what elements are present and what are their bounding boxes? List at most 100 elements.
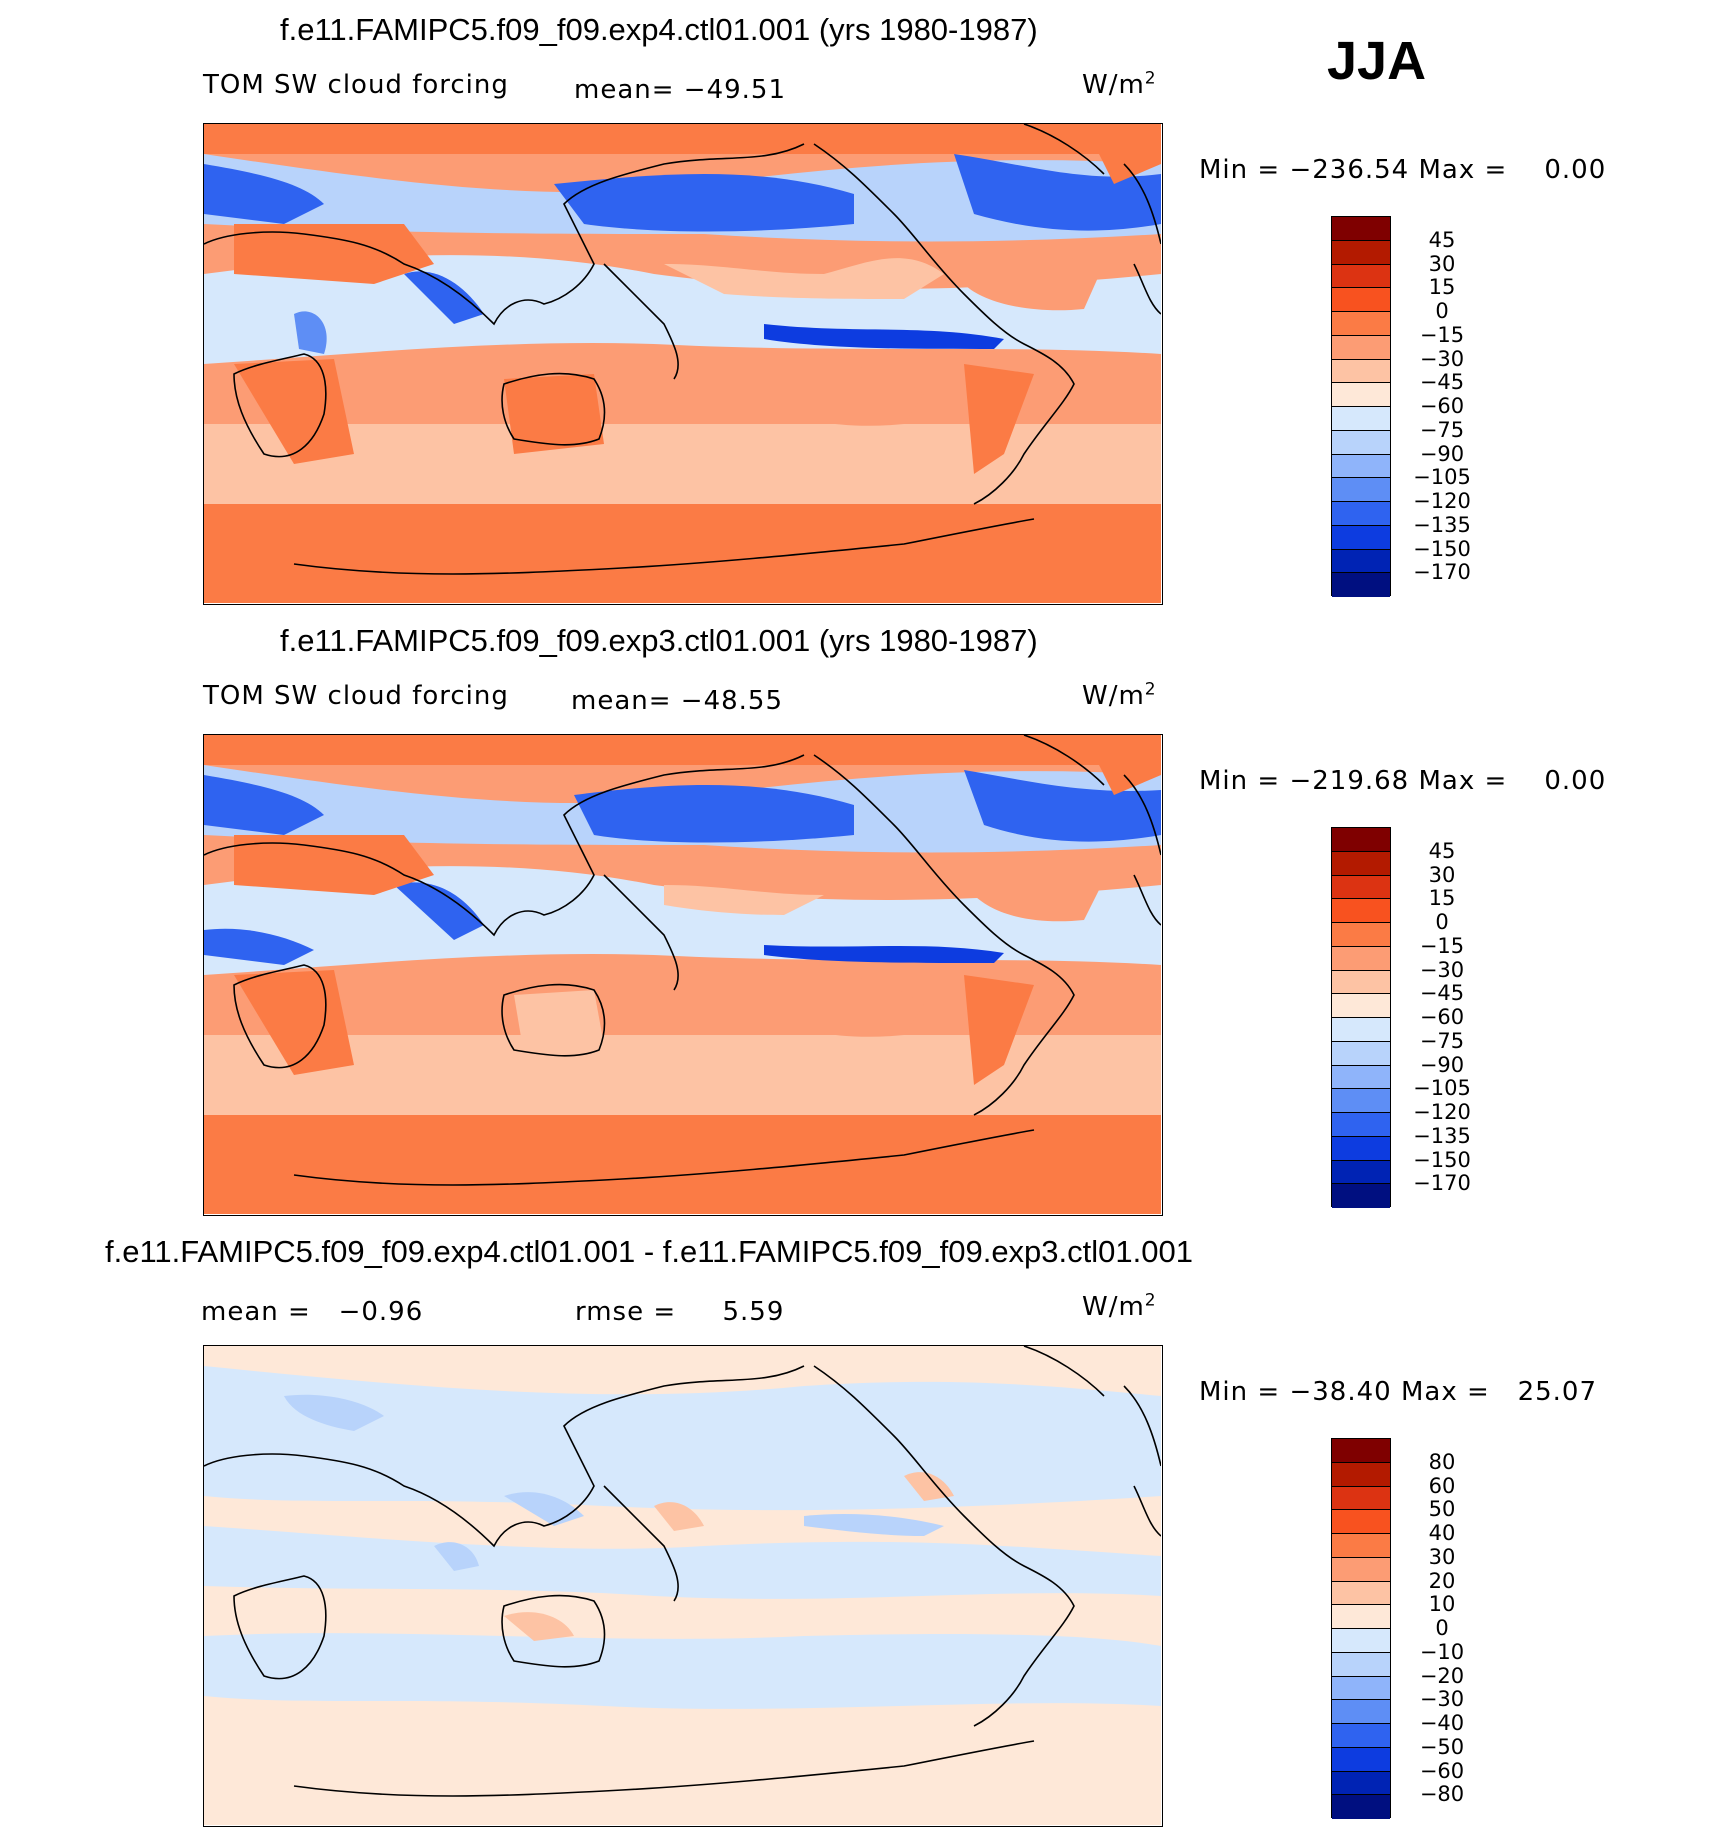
colorbar-swatch	[1332, 502, 1390, 526]
colorbar-swatch	[1332, 549, 1390, 574]
colorbar-swatch	[1332, 970, 1390, 995]
panel-1-mean-value: −49.51	[683, 75, 787, 105]
colorbar-swatch	[1332, 430, 1390, 455]
colorbar-swatch	[1332, 828, 1390, 852]
panel-1-mean: mean= −49.51	[574, 75, 786, 105]
panel-2-minmax: Min = −219.68 Max = 0.00	[1199, 766, 1607, 796]
colorbar-swatch	[1332, 407, 1390, 431]
colorbar-tick-label: 50	[1428, 1497, 1456, 1522]
colorbar-tick-label: −105	[1413, 1076, 1471, 1101]
colorbar-tick-label: −135	[1413, 1123, 1471, 1148]
colorbar-swatch	[1332, 525, 1390, 550]
panel-2-colorbar	[1331, 827, 1391, 1208]
panel-1-variable: TOM SW cloud forcing	[203, 70, 509, 100]
colorbar-tick-label: 30	[1428, 862, 1456, 887]
colorbar-swatch	[1332, 1462, 1390, 1487]
colorbar-swatch	[1332, 1136, 1390, 1161]
colorbar-swatch	[1332, 454, 1390, 479]
panel-3-rmse-label: rmse =	[575, 1297, 677, 1327]
colorbar-tick-label: 45	[1428, 838, 1456, 863]
panel-2-mean-label: mean=	[571, 686, 672, 716]
colorbar-swatch	[1332, 1041, 1390, 1066]
season-label: JJA	[1327, 31, 1427, 91]
colorbar-swatch	[1332, 1724, 1390, 1748]
colorbar-tick-label: 45	[1428, 227, 1456, 252]
colorbar-swatch	[1332, 1605, 1390, 1629]
colorbar-swatch	[1332, 1486, 1390, 1511]
colorbar-swatch	[1332, 1581, 1390, 1606]
panel-2-map	[203, 734, 1163, 1216]
colorbar-swatch	[1332, 383, 1390, 407]
panel-1-field	[204, 124, 1161, 603]
panel-3-mean-label: mean =	[201, 1297, 311, 1327]
colorbar-swatch	[1332, 1771, 1390, 1796]
colorbar-tick-label: −45	[1419, 981, 1465, 1006]
panel-2-mean: mean= −48.55	[571, 686, 783, 716]
panel-2-units: W/m2	[1082, 681, 1157, 711]
colorbar-tick-label: −80	[1419, 1782, 1465, 1807]
colorbar-tick-label: 0	[1435, 1616, 1449, 1640]
colorbar-swatch	[1332, 1184, 1390, 1208]
colorbar-swatch	[1332, 994, 1390, 1018]
colorbar-swatch	[1332, 359, 1390, 384]
panel-2-min-value: −219.68	[1289, 766, 1410, 796]
colorbar-tick-label: −150	[1413, 1147, 1471, 1172]
panel-1-units: W/m2	[1082, 70, 1157, 100]
panel-2-mean-value: −48.55	[680, 686, 784, 716]
colorbar-tick-label: −60	[1419, 1758, 1465, 1783]
colorbar-swatch	[1332, 1534, 1390, 1558]
panel-1-mean-label: mean=	[574, 75, 675, 105]
colorbar-swatch	[1332, 923, 1390, 947]
colorbar-tick-label: 0	[1435, 910, 1449, 934]
panel-3-minmax: Min = −38.40 Max = 25.07	[1199, 1377, 1597, 1407]
colorbar-swatch	[1332, 875, 1390, 900]
panel-1-units-text: W/m	[1082, 70, 1145, 100]
panel-3-map	[203, 1345, 1163, 1827]
colorbar-tick-label: 0	[1435, 299, 1449, 323]
colorbar-swatch	[1332, 1795, 1390, 1819]
colorbar-swatch	[1332, 312, 1390, 336]
panel-1-max-value: 0.00	[1544, 155, 1607, 185]
colorbar-swatch	[1332, 573, 1390, 597]
colorbar-tick-label: −150	[1413, 536, 1471, 561]
colorbar-swatch	[1332, 1439, 1390, 1463]
panel-2-min-label: Min	[1199, 766, 1249, 796]
panel-2-max-label: Max	[1418, 766, 1476, 796]
colorbar-tick-label: −105	[1413, 465, 1471, 490]
colorbar-tick-label: −30	[1419, 957, 1465, 982]
colorbar-tick-label: −40	[1419, 1711, 1465, 1735]
colorbar-swatch	[1332, 946, 1390, 971]
colorbar-tick-label: 10	[1428, 1592, 1456, 1617]
panel-1-min-value: −236.54	[1289, 155, 1410, 185]
panel-3-mean: mean = −0.96	[201, 1297, 423, 1327]
colorbar-tick-label: −135	[1413, 512, 1471, 537]
panel-3-rmse-value: 5.59	[722, 1297, 785, 1327]
colorbar-tick-label: 80	[1428, 1449, 1456, 1474]
colorbar-tick-label: −10	[1419, 1639, 1465, 1664]
panel-3-field	[204, 1346, 1161, 1825]
panel-2-max-value: 0.00	[1544, 766, 1607, 796]
colorbar-swatch	[1332, 851, 1390, 876]
colorbar-tick-label: −170	[1413, 1171, 1471, 1196]
panel-3-min-value: −38.40	[1289, 1377, 1392, 1407]
colorbar-swatch	[1332, 1676, 1390, 1701]
colorbar-tick-label: −15	[1419, 933, 1465, 958]
panel-1-title: f.e11.FAMIPC5.f09_f09.exp4.ctl01.001 (yr…	[280, 12, 1038, 47]
colorbar-tick-label: −75	[1419, 1028, 1465, 1053]
panel-1-min-label: Min	[1199, 155, 1249, 185]
panel-1-max-label: Max	[1418, 155, 1476, 185]
colorbar-swatch	[1332, 1652, 1390, 1677]
colorbar-swatch	[1332, 1065, 1390, 1090]
colorbar-tick-label: 15	[1428, 275, 1456, 300]
colorbar-swatch	[1332, 1700, 1390, 1724]
colorbar-tick-label: 20	[1428, 1568, 1456, 1593]
panel-1-minmax: Min = −236.54 Max = 0.00	[1199, 155, 1607, 185]
colorbar-swatch	[1332, 1629, 1390, 1653]
colorbar-tick-label: −30	[1419, 1687, 1465, 1712]
colorbar-swatch	[1332, 899, 1390, 923]
colorbar-tick-label: −120	[1413, 1100, 1471, 1124]
colorbar-tick-label: −75	[1419, 417, 1465, 442]
colorbar-swatch	[1332, 1018, 1390, 1042]
colorbar-swatch	[1332, 335, 1390, 360]
panel-3-units: W/m2	[1082, 1292, 1157, 1322]
